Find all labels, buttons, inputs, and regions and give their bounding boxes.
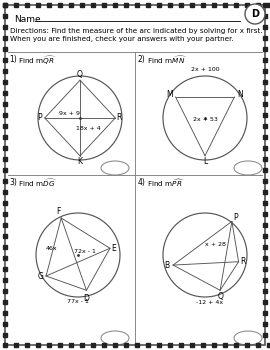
Text: -12 + 4x: -12 + 4x [196,300,223,304]
Text: 2x + 100: 2x + 100 [191,67,219,72]
Text: 2x + 53: 2x + 53 [193,117,217,122]
Text: P: P [37,113,42,122]
Text: x + 28: x + 28 [205,243,225,247]
Text: 2): 2) [138,55,146,64]
Text: Q: Q [77,70,83,79]
Text: Find m$\widehat{DG}$: Find m$\widehat{DG}$ [18,178,58,189]
Text: Find m$\widehat{QR}$: Find m$\widehat{QR}$ [18,55,57,67]
Text: M: M [166,90,173,99]
Text: 9x + 9: 9x + 9 [59,111,80,116]
Text: 77x - 1: 77x - 1 [67,299,89,304]
Text: L: L [203,157,207,166]
Text: 1): 1) [9,55,17,64]
Text: 46x: 46x [45,246,57,251]
Text: B: B [165,261,170,271]
Text: 72x - 1: 72x - 1 [74,249,96,254]
Text: E: E [112,244,116,253]
Text: Q: Q [217,292,223,301]
Text: Find m$\widehat{MN}$: Find m$\widehat{MN}$ [147,55,187,66]
Text: R: R [240,257,245,266]
Text: 3): 3) [9,178,17,187]
Text: D: D [83,294,89,303]
Text: P: P [233,213,238,222]
Text: N: N [237,90,243,99]
Text: G: G [37,272,43,281]
Text: F: F [56,207,61,216]
Text: R: R [116,113,121,122]
Text: K: K [77,157,83,166]
Text: 4): 4) [138,178,146,187]
Text: Directions: Find the measure of the arc indicated by solving for x first.
When y: Directions: Find the measure of the arc … [10,28,263,42]
Text: D: D [251,9,259,19]
Text: Name: Name [14,15,40,24]
Text: Find m$\widehat{PR}$: Find m$\widehat{PR}$ [147,178,184,189]
Circle shape [245,4,265,24]
Text: 18x + 4: 18x + 4 [76,126,101,131]
